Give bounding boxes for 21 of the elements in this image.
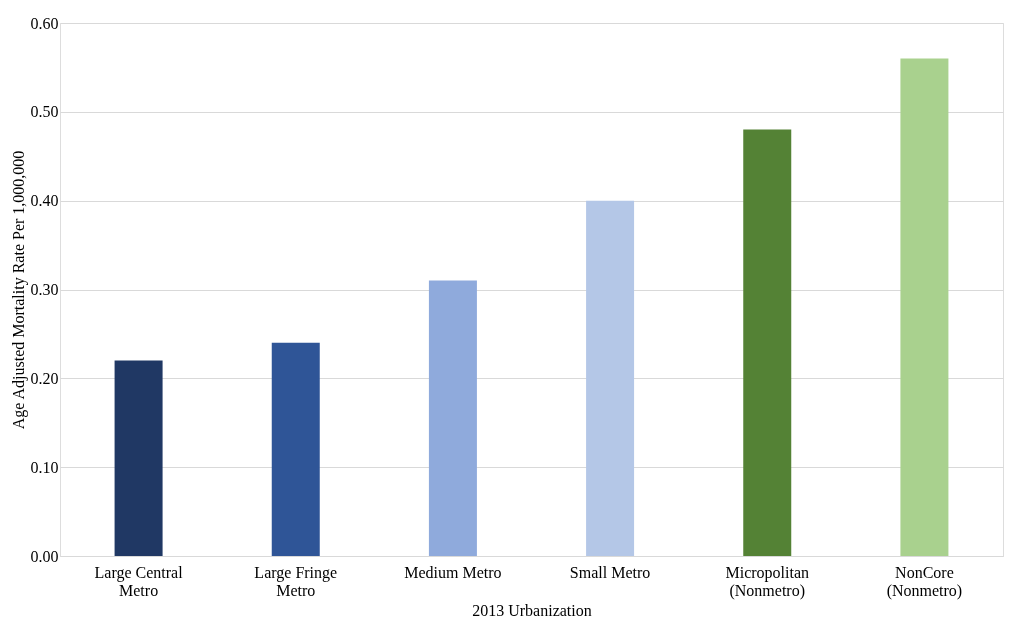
y-tick-label: 0.10 [30,458,59,476]
bar [114,360,163,556]
x-tick-label: Large Fringe Metro [254,563,338,599]
x-tick-label: Large Central Metro [94,563,184,599]
y-tick-label: 0.40 [30,192,59,210]
x-tick-label: NonCore (Nonmetro) [886,563,963,600]
y-tick-label: 0.30 [30,281,59,298]
y-axis-title: Age Adjusted Mortality Rate Per 1,000,000 [9,150,28,430]
y-tick-label: 0.00 [30,547,59,565]
bar [900,58,949,556]
bar [271,342,320,556]
y-tick-label: 0.60 [30,14,59,32]
bar [428,280,477,556]
x-axis-title: 2013 Urbanization [472,601,592,619]
y-tick-label: 0.20 [30,369,59,387]
y-tick-label: 0.50 [30,103,59,121]
x-tick-label: Small Metro [569,563,651,581]
bar [586,200,635,556]
x-tick-label: Micropolitan (Nonmetro) [725,563,810,600]
x-tick-label: Medium Metro [404,563,502,581]
bar [743,129,792,556]
